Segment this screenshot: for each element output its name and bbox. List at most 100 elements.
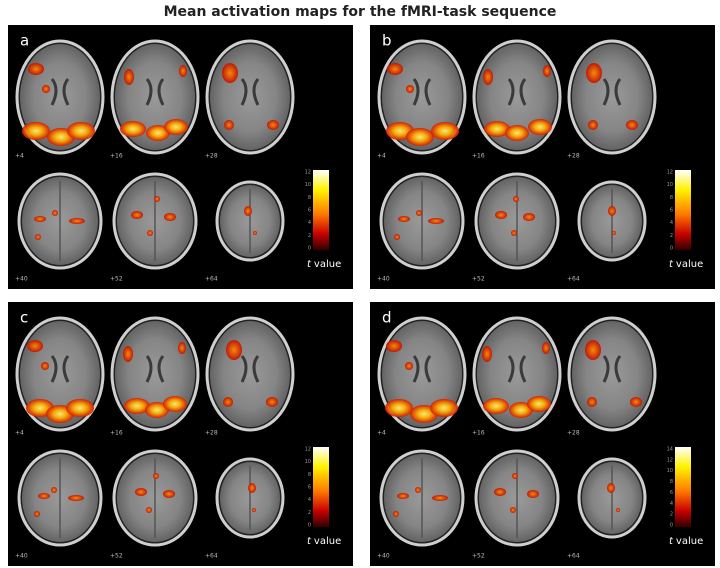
activation: [482, 346, 492, 362]
ventricle: [507, 78, 527, 106]
activation: [484, 121, 510, 137]
colorbar-tick-label: 0: [670, 523, 673, 529]
activation: [431, 122, 459, 140]
colorbar-tick-label: 4: [308, 497, 311, 503]
activation: [135, 488, 147, 496]
activation: [386, 340, 402, 352]
ventricle: [50, 355, 70, 383]
figure-title: Mean activation maps for the fMRI-task s…: [164, 4, 557, 20]
activation: [387, 63, 403, 75]
activation: [28, 63, 44, 75]
activation: [38, 493, 50, 499]
brain-slice: [567, 316, 657, 432]
brain-slice: [215, 180, 285, 262]
slice-label: +16: [110, 430, 123, 437]
colorbar-unit: value: [676, 259, 703, 270]
colorbar-tick-label: 12: [305, 447, 311, 453]
brain-slice: [110, 39, 200, 155]
activation: [163, 490, 175, 498]
brain-slice: [377, 39, 467, 155]
colorbar-tick-label: 8: [308, 472, 311, 478]
brain-slice: [112, 449, 198, 547]
colorbar-tick-label: 0: [308, 246, 311, 252]
activation: [523, 213, 535, 221]
brain-slice: [577, 457, 647, 539]
activation: [511, 230, 517, 236]
activation: [586, 63, 602, 83]
activation: [145, 402, 169, 418]
slice-label: +40: [377, 276, 390, 283]
slice-label: +16: [110, 153, 123, 160]
colorbar-tick-label: 6: [308, 208, 311, 214]
slice-label: +28: [567, 430, 580, 437]
activation: [163, 396, 187, 412]
activation: [52, 210, 58, 216]
activation: [607, 483, 615, 493]
activation: [67, 122, 95, 140]
slice-label: +52: [472, 276, 485, 283]
activation: [630, 397, 642, 407]
slice-label: +4: [377, 430, 386, 437]
colorbar-tick-label: 2: [308, 510, 311, 516]
brain-slice: [577, 180, 647, 262]
colorbar-tick-label: 12: [667, 457, 673, 463]
colorbar-tick-label: 0: [670, 246, 673, 252]
slice-label: +40: [377, 553, 390, 560]
activation: [164, 119, 188, 135]
slice-label: +4: [15, 430, 24, 437]
activation: [398, 216, 410, 222]
activation: [178, 342, 186, 354]
activation: [483, 69, 493, 85]
ventricle: [240, 355, 260, 383]
slice-label: +40: [15, 553, 28, 560]
colorbar-tick-label: 8: [670, 195, 673, 201]
activation: [510, 507, 516, 513]
activation: [226, 340, 242, 360]
activation: [42, 85, 50, 93]
slice-label: +28: [205, 153, 218, 160]
brain-slice: [379, 172, 465, 270]
brain-slice: [15, 316, 105, 432]
brain: [572, 321, 652, 427]
activation: [252, 508, 256, 512]
activation: [405, 362, 413, 370]
activation: [587, 397, 597, 407]
colorbar-tick-label: 6: [670, 208, 673, 214]
activation: [120, 121, 146, 137]
activation: [222, 63, 238, 83]
activation: [267, 120, 279, 130]
activation: [527, 396, 551, 412]
activation: [146, 507, 152, 513]
activation: [585, 340, 601, 360]
activation: [394, 234, 400, 240]
activation: [527, 490, 539, 498]
brain-slice: [215, 457, 285, 539]
colorbar-tick-label: 4: [308, 220, 311, 226]
slice-label: +16: [472, 153, 485, 160]
activation: [543, 65, 551, 77]
ventricle: [145, 355, 165, 383]
colorbar-tick-label: 12: [667, 170, 673, 176]
slice-label: +64: [567, 276, 580, 283]
slice-label: +4: [377, 153, 386, 160]
panel: a +4 +16 +28 +40 +52 +64 12 10 8 6 4 2 0 t value: [8, 25, 353, 289]
colorbar-tick-label: 10: [667, 182, 673, 188]
activation: [626, 120, 638, 130]
brain: [572, 44, 652, 150]
slice-label: +28: [567, 153, 580, 160]
activation: [223, 397, 233, 407]
colorbar-symbol: t: [669, 536, 674, 547]
activation: [406, 128, 434, 146]
colorbar-tick-label: 2: [670, 233, 673, 239]
colorbar-title: t value: [669, 536, 703, 547]
colorbar-symbol: t: [307, 259, 312, 270]
colorbar-tick-label: 2: [308, 233, 311, 239]
colorbar-symbol: t: [307, 536, 312, 547]
colorbar-tick-label: 8: [308, 195, 311, 201]
activation: [153, 473, 159, 479]
ventricle: [507, 355, 527, 383]
activation: [22, 122, 50, 140]
activation: [34, 216, 46, 222]
brain-slice: [379, 449, 465, 547]
brain-slice: [567, 39, 657, 155]
